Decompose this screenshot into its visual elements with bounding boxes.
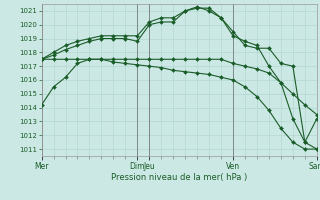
X-axis label: Pression niveau de la mer( hPa ): Pression niveau de la mer( hPa )	[111, 173, 247, 182]
